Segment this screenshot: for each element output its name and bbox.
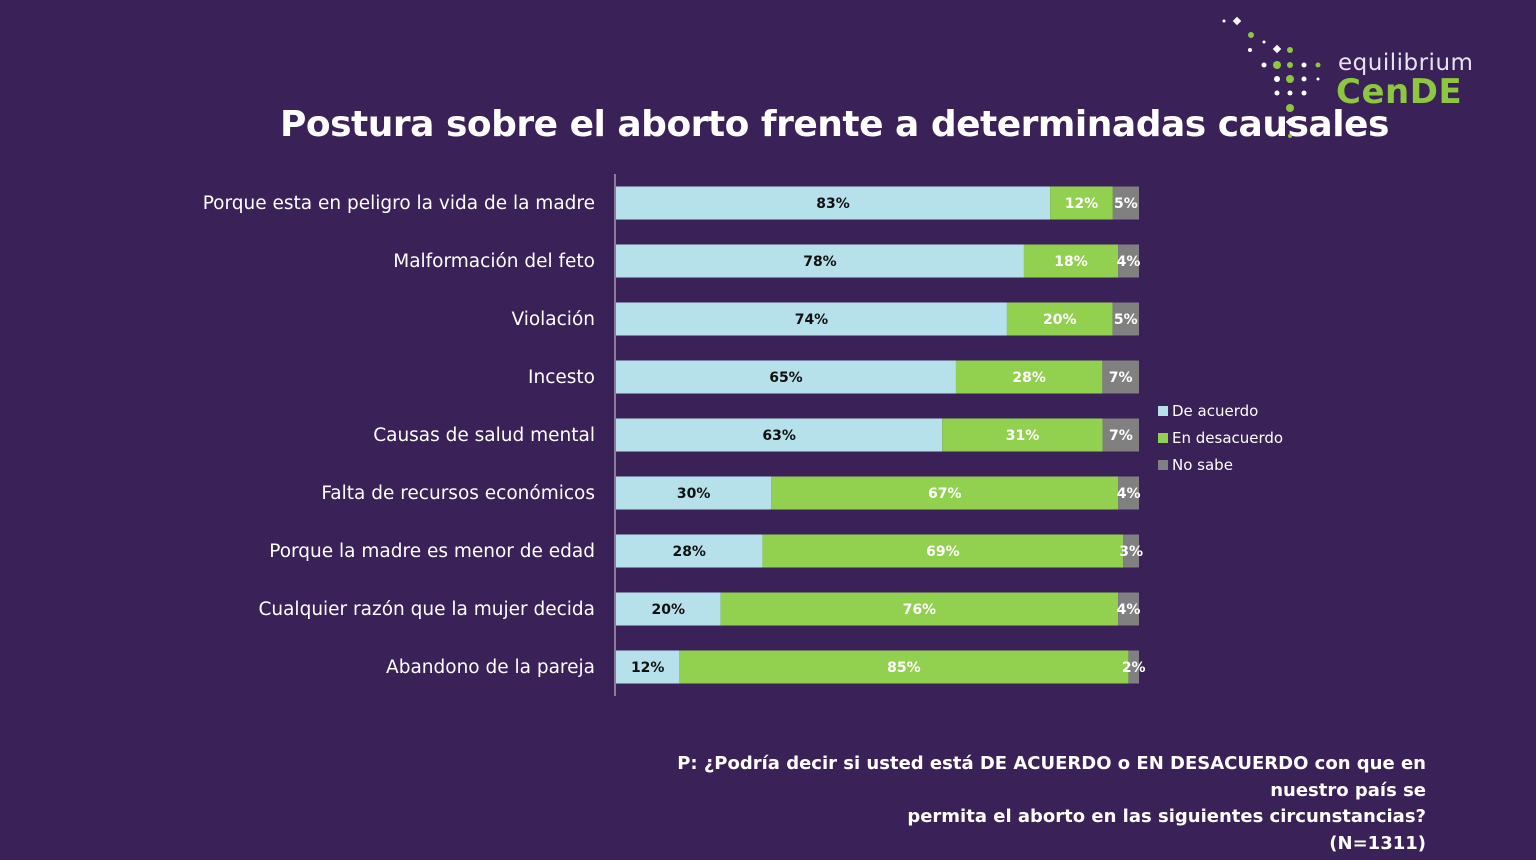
data-label: 67% xyxy=(928,486,962,502)
bar-segment xyxy=(616,476,772,510)
bar-segment xyxy=(1102,418,1139,452)
data-label: 4% xyxy=(1117,254,1141,270)
category-label: Porque la madre es menor de edad xyxy=(269,541,595,562)
data-label: 31% xyxy=(1006,428,1040,444)
data-label: 20% xyxy=(652,602,686,618)
bar-segment xyxy=(616,186,1051,220)
legend-swatch xyxy=(1158,432,1168,443)
data-label: 74% xyxy=(795,312,829,328)
legend-swatch xyxy=(1158,405,1168,416)
bar-segment xyxy=(942,418,1103,452)
data-label: 3% xyxy=(1119,544,1143,560)
category-label: Cualquier razón que la mujer decida xyxy=(258,599,595,620)
bar-segment xyxy=(1128,650,1139,684)
data-label: 28% xyxy=(672,544,706,560)
data-label: 7% xyxy=(1109,428,1133,444)
legend-item-en-desacuerdo: En desacuerdo xyxy=(1158,424,1283,451)
bar-segment xyxy=(1023,244,1119,278)
bar-segment xyxy=(955,360,1103,394)
bar-segment xyxy=(616,244,1024,278)
data-label: 20% xyxy=(1043,312,1077,328)
bar-segment xyxy=(1112,302,1139,336)
data-label: 85% xyxy=(887,660,921,676)
bar-segment xyxy=(1123,534,1139,568)
bar-segment xyxy=(616,302,1007,336)
chart-legend: De acuerdo En desacuerdo No sabe xyxy=(1158,397,1283,478)
logo-word-cende: CenDE xyxy=(1336,72,1463,112)
bar-segment xyxy=(1006,302,1113,336)
data-label: 69% xyxy=(926,544,960,560)
equilibrium-cende-logo: equilibrium CenDE xyxy=(1218,12,1478,147)
legend-label: No sabe xyxy=(1172,455,1233,474)
category-label: Malformación del feto xyxy=(393,251,595,272)
data-label: 7% xyxy=(1109,370,1133,386)
bar-segment xyxy=(616,592,721,626)
legend-swatch xyxy=(1158,459,1168,470)
category-label: Falta de recursos económicos xyxy=(321,483,595,504)
data-label: 65% xyxy=(769,370,803,386)
data-label: 4% xyxy=(1117,602,1141,618)
sample-size: (N=1311) xyxy=(1329,832,1426,854)
legend-label: De acuerdo xyxy=(1172,401,1259,420)
bar-segment xyxy=(616,650,680,684)
data-label: 63% xyxy=(762,428,796,444)
bar-segment xyxy=(1112,186,1139,220)
bar-segment xyxy=(720,592,1119,626)
bar-segment xyxy=(1118,244,1139,278)
data-label: 4% xyxy=(1117,486,1141,502)
legend-label: En desacuerdo xyxy=(1172,428,1284,447)
data-label: 12% xyxy=(1065,196,1099,212)
data-label: 76% xyxy=(903,602,937,618)
bar-segment xyxy=(1102,360,1139,394)
category-label: Incesto xyxy=(528,367,595,388)
category-label: Abandono de la pareja xyxy=(386,657,595,678)
category-label: Causas de salud mental xyxy=(373,425,595,446)
question-line: permita el aborto en las siguientes circ… xyxy=(907,806,1426,827)
data-label: 2% xyxy=(1122,660,1146,676)
bar-segment xyxy=(679,650,1129,684)
chart-title: Postura sobre el aborto frente a determi… xyxy=(280,104,1389,145)
data-label: 18% xyxy=(1054,254,1088,270)
question-line: P: ¿Podría decir si usted está DE ACUERD… xyxy=(677,753,1426,801)
bar-segment xyxy=(771,476,1119,510)
category-label: Violación xyxy=(511,309,595,330)
data-label: 5% xyxy=(1114,312,1138,328)
data-label: 5% xyxy=(1114,196,1138,212)
survey-question: P: ¿Podría decir si usted está DE ACUERD… xyxy=(606,751,1426,857)
legend-item-no-sabe: No sabe xyxy=(1158,451,1283,478)
data-label: 78% xyxy=(803,254,837,270)
bar-segment xyxy=(1118,476,1139,510)
logo-word-equilibrium: equilibrium xyxy=(1338,50,1474,76)
data-label: 30% xyxy=(677,486,711,502)
category-label: Porque esta en peligro la vida de la mad… xyxy=(203,193,595,214)
bar-segment xyxy=(616,360,956,394)
legend-item-de-acuerdo: De acuerdo xyxy=(1158,397,1283,424)
bar-segment xyxy=(1050,186,1113,220)
data-label: 12% xyxy=(631,660,665,676)
bar-segment xyxy=(1118,592,1139,626)
bar-segment xyxy=(616,418,943,452)
data-label: 83% xyxy=(816,196,850,212)
bar-segment xyxy=(762,534,1124,568)
data-label: 28% xyxy=(1012,370,1046,386)
bar-segment xyxy=(616,534,763,568)
dot-pattern-icon xyxy=(1222,16,1321,138)
